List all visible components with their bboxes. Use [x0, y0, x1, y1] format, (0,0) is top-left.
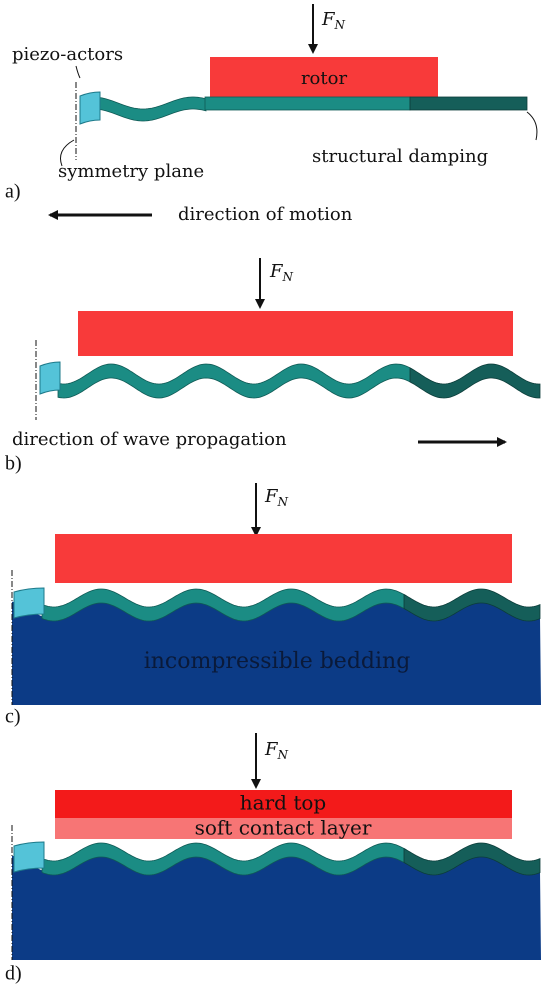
force-label: FN	[321, 9, 346, 32]
bedding-label: incompressible bedding	[144, 649, 411, 674]
force-subscript: N	[282, 270, 294, 284]
caption: direction of motion	[178, 204, 353, 225]
symmetry-label: symmetry plane	[58, 161, 204, 182]
force-subscript: N	[277, 748, 289, 762]
force-label: FN	[269, 261, 294, 284]
rotor	[78, 311, 513, 356]
panel-label: c)	[5, 706, 21, 728]
piezo	[40, 362, 60, 394]
damping-section	[410, 364, 540, 398]
panel-b: FN direction of wave propagation b)	[5, 258, 540, 475]
bedding	[12, 855, 541, 960]
panel-d: FN hard top soft contact layer d)	[5, 733, 541, 985]
force-subscript: N	[277, 495, 289, 509]
panel-c: FN incompressible bedding c)	[5, 483, 541, 728]
piezo-label: piezo-actors	[12, 44, 123, 65]
panel-label: d)	[5, 963, 22, 985]
rotor-label: rotor	[301, 68, 348, 89]
hard-top-label: hard top	[240, 791, 326, 815]
caption: direction of wave propagation	[12, 429, 287, 450]
piezo	[14, 588, 44, 618]
force-label: FN	[264, 739, 289, 762]
panel-label: b)	[5, 453, 22, 475]
force-subscript: N	[334, 18, 346, 32]
panel-label: a)	[5, 181, 21, 203]
leader	[76, 66, 80, 78]
diagram: rotor FN piezo-actors symmetry plane str…	[0, 0, 541, 986]
soft-layer-label: soft contact layer	[195, 816, 372, 840]
rotor	[55, 534, 512, 583]
beam-wave	[58, 364, 412, 398]
piezo	[80, 92, 100, 124]
panel-a: rotor FN piezo-actors symmetry plane str…	[5, 4, 537, 225]
force-label: FN	[264, 486, 289, 509]
beam	[205, 97, 410, 110]
piezo	[14, 842, 44, 872]
beam-wave	[98, 97, 206, 121]
leader	[527, 112, 537, 140]
damping-section	[410, 97, 527, 110]
damping-label: structural damping	[312, 146, 488, 167]
